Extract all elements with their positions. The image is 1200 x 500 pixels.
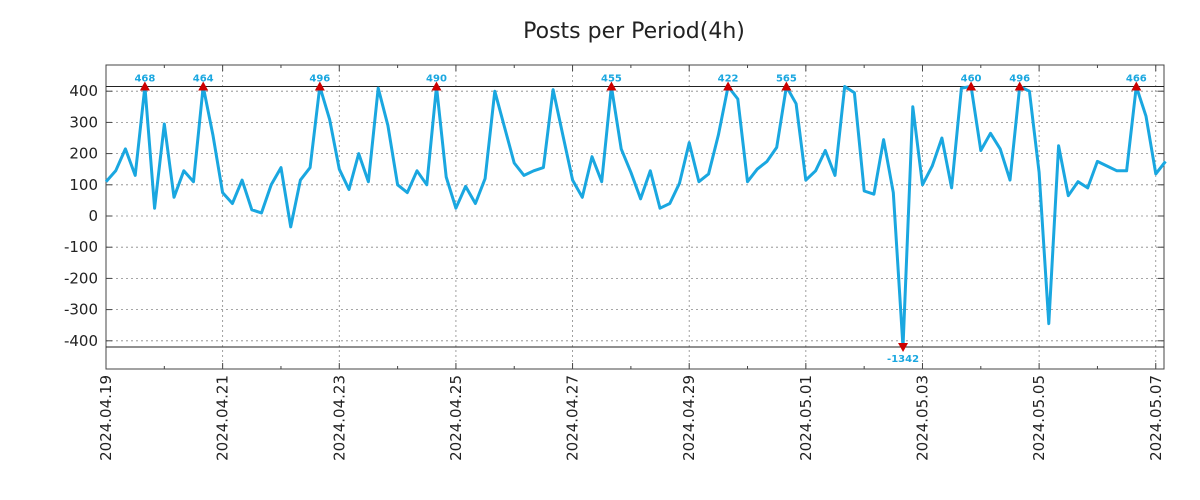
x-tick-label: 2024.04.29 bbox=[680, 375, 698, 461]
y-axis: -400 -300 -200 -100 0 100 200 300 400 bbox=[64, 82, 1164, 350]
x-tick-label: 2024.05.01 bbox=[797, 375, 815, 461]
peak-marker-up bbox=[1131, 81, 1142, 91]
peak-label: -1342 bbox=[887, 354, 919, 365]
peak-marker-up bbox=[606, 81, 617, 91]
peak-label: 464 bbox=[193, 74, 214, 85]
peak-marker-up bbox=[198, 81, 209, 91]
peak-label: 460 bbox=[961, 74, 982, 85]
y-tick-label: 200 bbox=[69, 145, 98, 163]
peak-marker-up bbox=[314, 81, 325, 91]
x-tick-label: 2024.04.21 bbox=[214, 375, 232, 461]
y-tick-label: -300 bbox=[64, 301, 98, 319]
peak-marker-up bbox=[781, 81, 792, 91]
y-tick-label: -400 bbox=[64, 332, 98, 350]
peak-marker-down bbox=[898, 343, 909, 353]
clip-lines bbox=[106, 86, 1164, 348]
chart-title: Posts per Period(4h) bbox=[523, 19, 745, 44]
x-tick-label: 2024.05.05 bbox=[1030, 375, 1048, 461]
y-tick-label: 300 bbox=[69, 113, 98, 131]
peak-label: 422 bbox=[718, 74, 739, 85]
y-tick-label: 400 bbox=[69, 82, 98, 100]
y-tick-label: 100 bbox=[69, 176, 98, 194]
series-line bbox=[104, 85, 1167, 349]
y-tick-label: 0 bbox=[88, 207, 98, 225]
peak-marker-up bbox=[1014, 81, 1025, 91]
peak-marker-up bbox=[431, 81, 442, 91]
peak-label: 490 bbox=[426, 74, 447, 85]
series-group bbox=[104, 85, 1167, 349]
peak-marker-up bbox=[139, 81, 150, 91]
x-tick-label: 2024.04.23 bbox=[330, 375, 348, 461]
x-tick-label: 2024.05.07 bbox=[1147, 375, 1165, 461]
x-tick-label: 2024.04.25 bbox=[447, 375, 465, 461]
x-tick-label: 2024.05.03 bbox=[913, 375, 931, 461]
peak-label: 466 bbox=[1126, 74, 1147, 85]
peak-label: 468 bbox=[134, 74, 155, 85]
plot-frame bbox=[105, 64, 1165, 370]
x-tick-label: 2024.04.27 bbox=[564, 375, 582, 461]
peak-label: 496 bbox=[1009, 74, 1030, 85]
y-tick-label: -100 bbox=[64, 238, 98, 256]
grid bbox=[105, 65, 1164, 369]
peak-label: 496 bbox=[309, 74, 330, 85]
peak-label: 455 bbox=[601, 74, 622, 85]
y-tick-label: -200 bbox=[64, 269, 98, 287]
peak-marker-up bbox=[966, 81, 977, 91]
x-axis: 2024.04.19 2024.04.21 2024.04.23 2024.04.25… bbox=[97, 65, 1165, 461]
peak-marker-up bbox=[723, 81, 734, 91]
peak-markers: 468 464 496 490 455 422 565 -1342 460 496 466 bbox=[134, 74, 1146, 366]
x-tick-label: 2024.04.19 bbox=[97, 375, 115, 461]
peak-label: 565 bbox=[776, 74, 797, 85]
